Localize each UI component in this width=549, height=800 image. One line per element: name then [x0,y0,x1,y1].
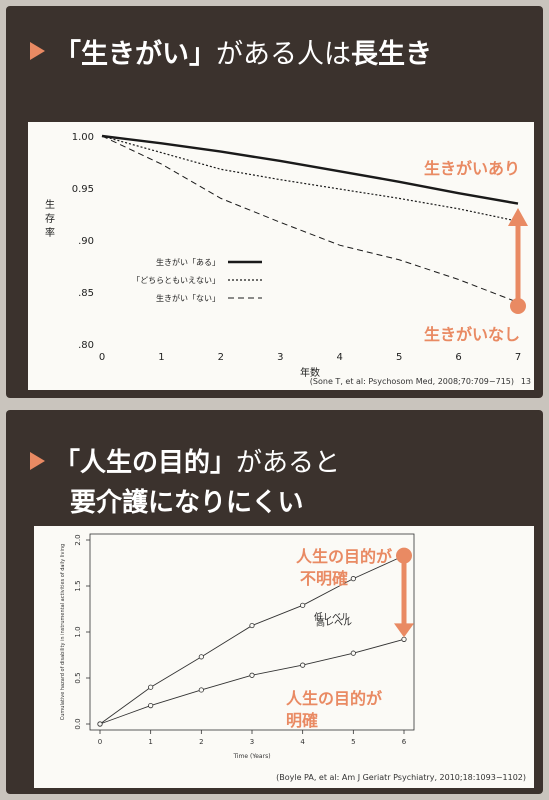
y-tick-label: .90 [78,236,94,247]
callout-clear-line1: 人生の目的が [286,689,382,708]
x-tick-label: 4 [337,352,343,363]
series-label-high: 高レベル [316,616,352,628]
legend-label: 「どちらともいえない」 [132,276,220,285]
data-point [300,602,306,608]
down-arrow-head-icon [394,623,414,638]
x-axis-label: Time (Years) [232,753,270,760]
x-tick-label: 6 [402,738,407,746]
bullet-arrow-icon [30,452,45,470]
title-highlight: 「人生の目的」 [54,448,237,478]
y-tick-label: 1.00 [72,132,94,143]
series-line [101,135,519,222]
data-point [198,687,204,693]
y-tick-label: 1.5 [74,580,82,591]
section-1-panel: 「生きがい」がある人は長生き 1.00 0.95 .90 .85 .80 0 1 2 3 4 5 6 7… [6,6,543,398]
title-emphasis: 長生き [351,39,432,70]
data-point [350,576,356,582]
data-point [198,654,204,660]
legend-label: 生きがい「ない」 [156,293,220,303]
data-point [300,662,306,668]
series-line [101,134,519,205]
y-axis-label: 率 [45,226,55,239]
title-suffix: があると [236,448,341,478]
legend-label: 生きがい「ある」 [156,257,220,267]
x-tick-label: 1 [158,352,164,363]
y-tick-label: 1.0 [74,626,82,637]
data-point [350,650,356,656]
x-tick-label: 1 [148,738,152,746]
y-axis-label: 存 [45,212,55,225]
title-highlight: 「生きがい」 [54,39,216,70]
x-tick-label: 3 [277,352,283,363]
data-point [148,703,154,709]
y-tick-label: .85 [78,288,94,299]
x-tick-label: 0 [99,352,105,363]
x-tick-label: 3 [250,738,254,746]
x-axis-label: 年数 [300,366,320,379]
bullet-arrow-icon [30,42,45,60]
x-tick-label: 4 [300,738,305,746]
x-tick-label: 5 [396,352,402,363]
callout-unclear-line2: 不明確 [300,569,348,588]
page-number: 13 [521,377,531,386]
data-point [401,636,407,642]
y-tick-label: .80 [78,340,94,351]
x-tick-label: 7 [515,352,521,363]
x-tick-label: 5 [351,738,355,746]
section-1-title: 「生きがい」がある人は長生き [54,32,432,71]
data-point [249,622,255,629]
series-line [101,135,519,303]
series-label-low: 低レベル [314,611,350,623]
title-middle: がある人は [216,39,351,70]
section-2-title-line2: 要介護になりにくい [70,488,304,518]
section-2-panel: 「人生の目的」があると 要介護になりにくい 0.0 0.5 1.0 1.5 2.0 0 1 2… [6,410,543,794]
y-tick-label: 2.0 [74,534,82,545]
y-tick-label: 0.95 [72,184,94,195]
callout-high: 生きがいあり [424,159,520,178]
arrow-start-dot [510,298,526,314]
citation: (Boyle PA, et al: Am J Geriatr Psychiatr… [276,773,526,782]
x-tick-label: 2 [199,738,203,746]
citation: (Sone T, et al: Psychosom Med, 2008;70:7… [310,377,514,386]
y-tick-label: 0.5 [74,672,82,683]
y-axis-label: Cumulative hazard of disability in instr… [60,544,66,720]
callout-clear-line2: 明確 [286,711,318,730]
y-axis-label: 生 [45,198,55,211]
data-point [249,672,255,678]
x-tick-label: 2 [218,352,224,363]
y-tick-label: 0.0 [74,718,82,729]
disability-chart: 0.0 0.5 1.0 1.5 2.0 0 1 2 3 4 5 6 Time (Years) Cumula… [34,526,534,788]
x-tick-label: 6 [455,352,461,363]
up-arrow-head-icon [508,208,528,226]
callout-low: 生きがいなし [424,325,520,344]
disability-chart-svg: 0.0 0.5 1.0 1.5 2.0 0 1 2 3 4 5 6 Time (Years) Cumula… [60,533,526,782]
data-point [97,721,103,727]
survival-chart: 1.00 0.95 .90 .85 .80 0 1 2 3 4 5 6 7 生存率年数 生きがい「ある」「ど… [28,122,534,390]
x-tick-label: 0 [98,738,102,746]
series-line [99,638,405,725]
data-point [148,684,154,690]
callout-unclear-line1: 人生の目的が [296,547,392,566]
section-2-title-line1: 「人生の目的」があると [54,442,340,479]
